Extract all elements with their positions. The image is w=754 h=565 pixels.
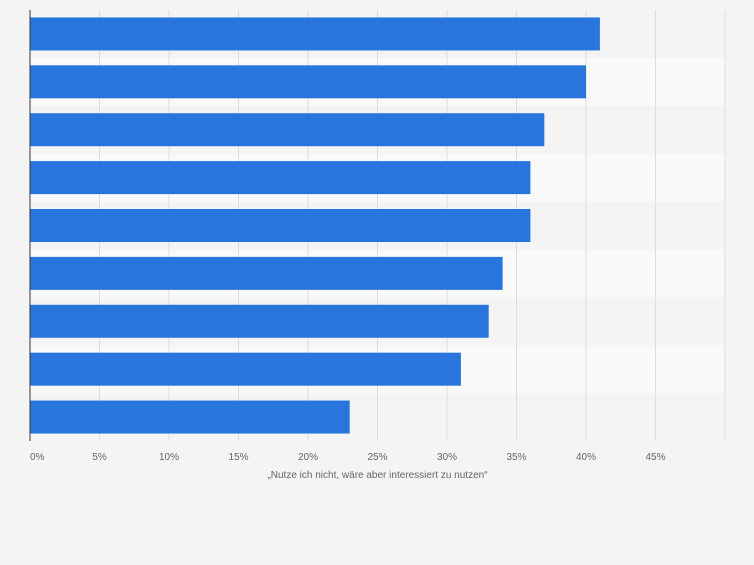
bars [30, 17, 600, 434]
bar [30, 113, 545, 147]
bar [30, 209, 531, 242]
x-axis-ticks: 0% 5% 10% 15% 20% 25% 30% 35% 40% 45% [30, 452, 666, 463]
bar [30, 256, 503, 290]
x-tick-label: 20% [298, 452, 318, 463]
x-tick-label: 0% [30, 452, 45, 463]
x-tick-label: 30% [437, 452, 457, 463]
x-axis-title: „Nutze ich nicht, wäre aber interessiert… [267, 470, 487, 481]
bar [30, 304, 489, 338]
x-tick-label: 25% [367, 452, 387, 463]
x-tick-label: 45% [645, 452, 665, 463]
x-tick-label: 10% [159, 452, 179, 463]
bar [30, 400, 350, 434]
bar [30, 352, 461, 386]
x-tick-label: 5% [92, 452, 107, 463]
x-tick-label: 35% [506, 452, 526, 463]
x-tick-label: 40% [576, 452, 596, 463]
bar [30, 65, 586, 99]
x-tick-label: 15% [228, 452, 248, 463]
bar [30, 17, 600, 51]
bar [30, 161, 531, 195]
